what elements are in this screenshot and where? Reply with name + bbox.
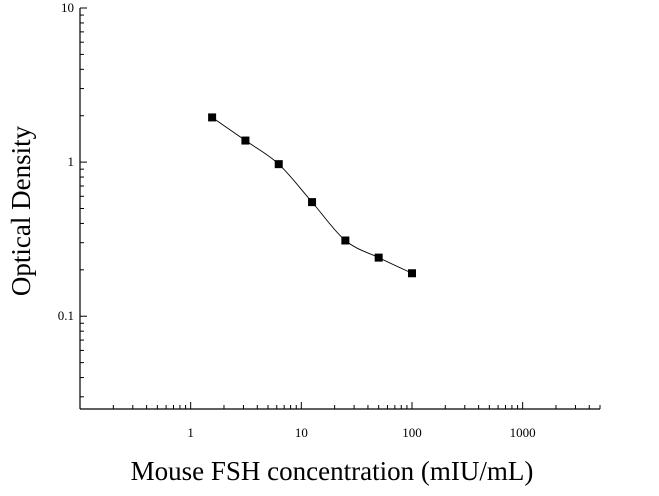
- x-tick-label: 10: [295, 425, 308, 440]
- y-axis-title: Optical Density: [6, 125, 36, 296]
- data-point: [274, 160, 283, 169]
- y-tick-label: 1: [68, 154, 75, 169]
- data-point: [208, 113, 217, 122]
- x-axis-title: Mouse FSH concentration (mIU/mL): [131, 456, 534, 486]
- x-tick-label: 100: [402, 425, 422, 440]
- y-axis-ticks: 0.1 1 10: [58, 0, 87, 398]
- data-point: [374, 253, 383, 262]
- x-tick-label: 1: [187, 425, 194, 440]
- x-axis-ticks: 1 10 100 1000: [79, 402, 601, 440]
- data-point: [241, 136, 250, 145]
- x-tick-label: 1000: [510, 425, 536, 440]
- axes: [79, 8, 600, 410]
- y-tick-label: 0.1: [58, 308, 74, 323]
- data-point: [341, 236, 350, 245]
- data-point: [407, 269, 416, 278]
- y-tick-label: 10: [61, 0, 74, 15]
- data-points: [208, 113, 416, 278]
- data-point: [308, 198, 317, 207]
